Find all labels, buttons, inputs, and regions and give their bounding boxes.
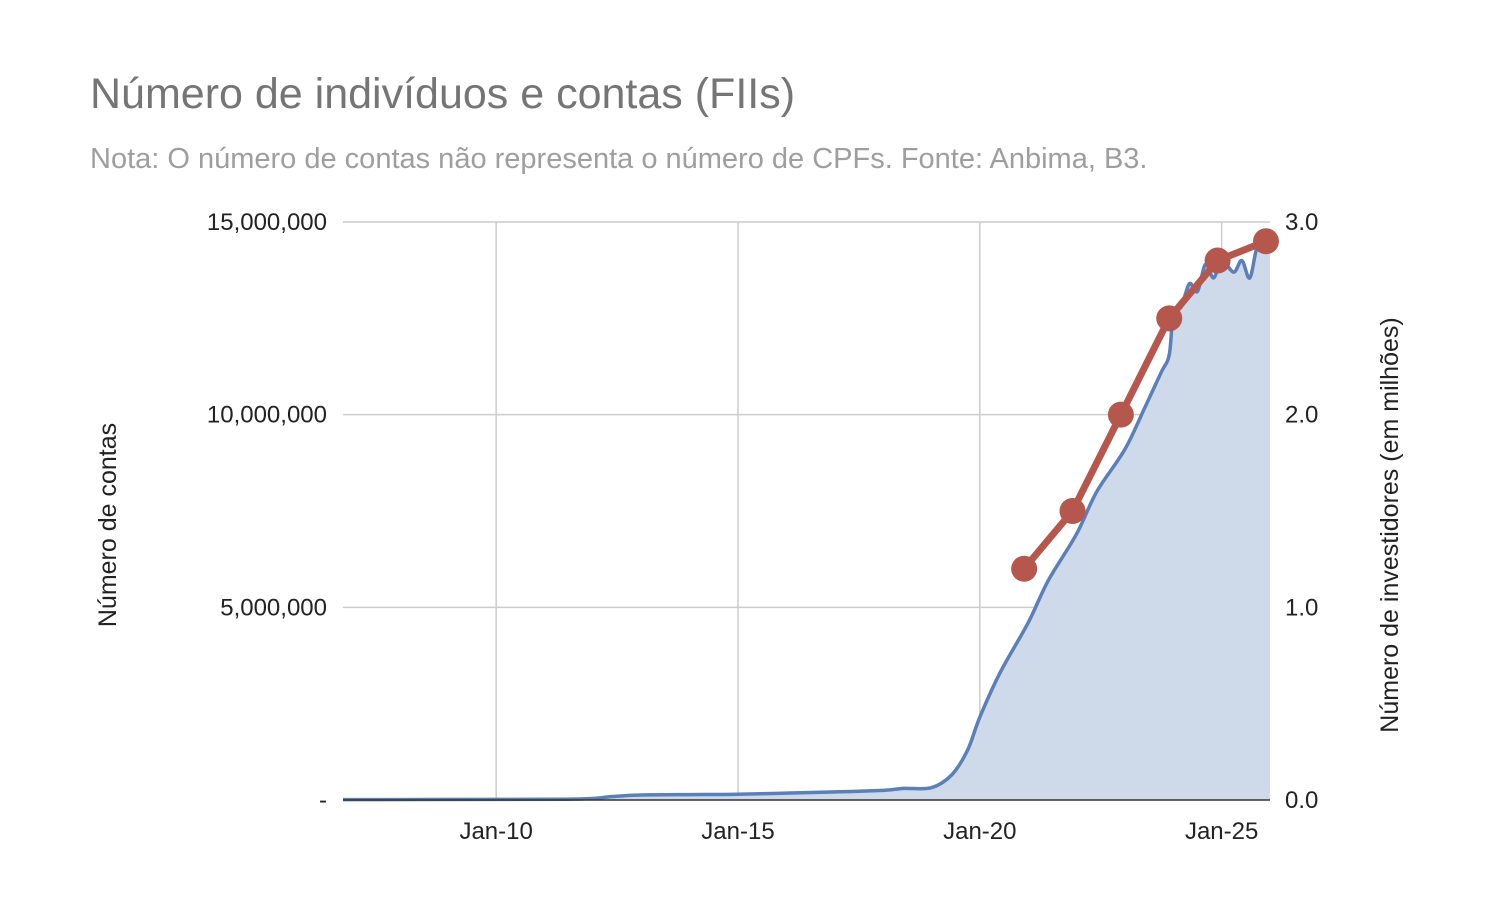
accounts-area-fill <box>343 241 1270 800</box>
chart-title: Número de indivíduos e contas (FIIs) <box>90 70 796 118</box>
investors-point <box>1107 401 1134 428</box>
investors-point <box>1059 498 1086 524</box>
investors-point <box>1252 228 1279 255</box>
line-layer <box>1011 228 1279 582</box>
x-tick-label: Jan-10 <box>459 818 532 845</box>
y-right-tick-label: 1.0 <box>1285 594 1318 621</box>
x-tick-label: Jan-25 <box>1185 818 1258 845</box>
y-left-tick-label: 5,000,000 <box>220 594 327 621</box>
y-axis-left-title: Número de contas <box>94 423 122 627</box>
investors-point <box>1204 247 1231 274</box>
investors-point <box>1156 305 1183 332</box>
y-right-tick-label: 0.0 <box>1285 787 1318 814</box>
y-right-tick-label: 3.0 <box>1285 209 1318 236</box>
area-layer <box>342 239 1271 802</box>
axis-layer: - 5,000,000 10,000,000 15,000,000 0.0 1.0 2.0 3… <box>207 209 1319 845</box>
y-left-tick-label: 10,000,000 <box>207 402 327 429</box>
chart-subtitle: Nota: O número de contas não representa … <box>90 143 1148 175</box>
investors-point <box>1011 555 1038 582</box>
x-tick-label: Jan-20 <box>943 818 1016 845</box>
y-left-tick-label: 15,000,000 <box>207 209 327 236</box>
x-tick-label: Jan-15 <box>701 818 774 845</box>
y-left-tick-label: - <box>319 787 327 814</box>
accounts-line <box>342 239 1271 802</box>
y-right-tick-label: 2.0 <box>1285 402 1318 429</box>
y-axis-right-title: Número de investidores (em milhões) <box>1376 317 1404 732</box>
